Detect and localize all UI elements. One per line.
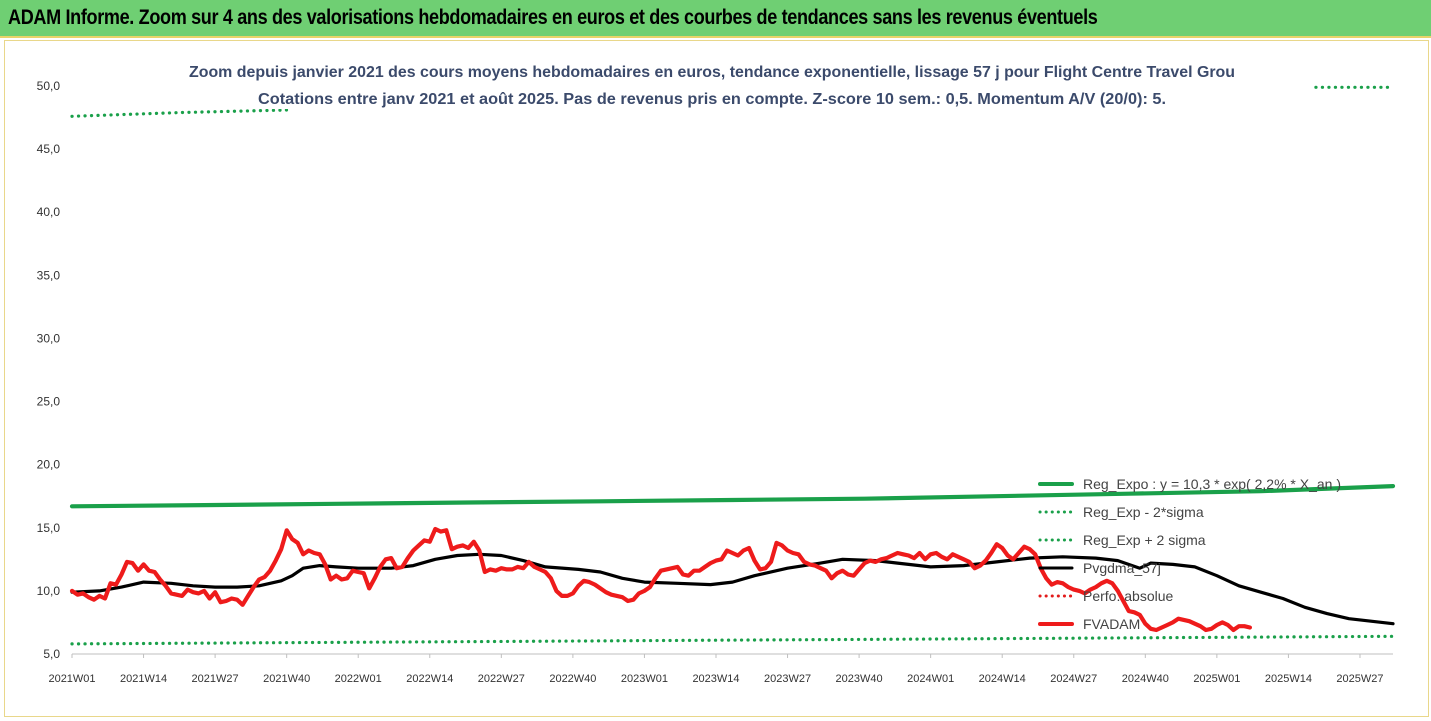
x-tick-label: 2024W14 [979, 673, 1026, 685]
chart-subtitle: Cotations entre janv 2021 et août 2025. … [258, 91, 1166, 108]
y-tick-label: 50,0 [37, 79, 61, 93]
report-banner: ADAM Informe. Zoom sur 4 ans des valoris… [0, 0, 1431, 38]
x-tick-label: 2024W40 [1122, 673, 1169, 685]
x-tick-label: 2021W27 [192, 673, 239, 685]
x-tick-label: 2023W01 [621, 673, 668, 685]
y-tick-labels: 5,0 10,0 15,0 20,0 25,0 30,0 35,0 40,0 45,0 50,0 [37, 79, 61, 661]
y-tick-label: 25,0 [37, 395, 61, 409]
x-tick-label: 2022W14 [406, 673, 453, 685]
report-title: ADAM Informe. Zoom sur 4 ans des valoris… [8, 6, 1098, 29]
x-tick-label: 2023W14 [692, 673, 739, 685]
legend-label: Reg_Exp - 2*sigma [1083, 504, 1204, 520]
legend-label: Pvgdma_57j [1083, 560, 1161, 576]
x-tick-label: 2022W01 [335, 673, 382, 685]
chart-legend: Reg_Expo : y = 10,3 * exp( 2,2% * X_an )… [1038, 476, 1341, 632]
x-tick-label: 2024W27 [1050, 673, 1097, 685]
series-line-2 [70, 108, 289, 118]
x-tick-label: 2021W14 [120, 673, 167, 685]
chart-frame [4, 40, 1429, 717]
legend-label: FVADAM [1083, 616, 1140, 632]
title-backdrop [186, 57, 1238, 109]
chart-series [69, 85, 1396, 646]
x-tick-label: 2025W27 [1336, 673, 1383, 685]
x-tick-label: 2022W27 [478, 673, 525, 685]
legend-label: Reg_Expo : y = 10,3 * exp( 2,2% * X_an ) [1083, 476, 1341, 492]
y-tick-label: 30,0 [37, 331, 61, 345]
y-tick-label: 5,0 [43, 647, 60, 661]
y-tick-label: 35,0 [37, 268, 61, 282]
series-line-5 [69, 526, 1252, 633]
x-tick-label: 2023W40 [836, 673, 883, 685]
x-tick-label: 2024W01 [907, 673, 954, 685]
series-line-3 [70, 552, 1395, 626]
series-line-0 [69, 484, 1396, 509]
series-line-1 [70, 634, 1395, 646]
y-tick-label: 10,0 [37, 584, 61, 598]
y-tick-label: 40,0 [37, 205, 61, 219]
y-tick-label: 15,0 [37, 521, 61, 535]
legend-label: Reg_Exp + 2 sigma [1083, 532, 1206, 548]
y-tick-label: 20,0 [37, 458, 61, 472]
x-tick-labels: 2021W01 2021W14 2021W27 2021W40 2022W01 2022W… [48, 654, 1384, 685]
x-tick-label: 2021W01 [48, 673, 95, 685]
y-tick-label: 45,0 [37, 142, 61, 156]
x-tick-label: 2025W01 [1193, 673, 1240, 685]
x-tick-label: 2021W40 [263, 673, 310, 685]
chart-titles: Zoom depuis janvier 2021 des cours moyen… [186, 57, 1238, 109]
x-tick-label: 2025W14 [1265, 673, 1312, 685]
x-tick-label: 2022W40 [549, 673, 596, 685]
legend-label: Perfo. absolue [1083, 588, 1173, 604]
x-tick-label: 2023W27 [764, 673, 811, 685]
chart-title: Zoom depuis janvier 2021 des cours moyen… [189, 64, 1235, 81]
